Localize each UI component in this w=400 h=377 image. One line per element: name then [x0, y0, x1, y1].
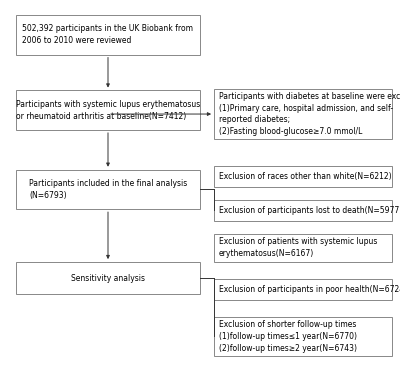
- Text: Exclusion of participants lost to death(N=5977): Exclusion of participants lost to death(…: [219, 206, 400, 215]
- FancyBboxPatch shape: [214, 234, 392, 262]
- Text: Exclusion of shorter follow-up times
(1)follow-up times≤1 year(N=6770)
(2)follow: Exclusion of shorter follow-up times (1)…: [219, 320, 357, 353]
- FancyBboxPatch shape: [16, 262, 200, 294]
- FancyBboxPatch shape: [214, 200, 392, 221]
- Text: Exclusion of patients with systemic lupus
erythematosus(N=6167): Exclusion of patients with systemic lupu…: [219, 238, 377, 258]
- Text: Sensitivity analysis: Sensitivity analysis: [71, 274, 145, 282]
- FancyBboxPatch shape: [16, 15, 200, 55]
- Text: Exclusion of races other than white(N=6212): Exclusion of races other than white(N=62…: [219, 172, 392, 181]
- Text: Participants with systemic lupus erythematosus
or rheumatoid arthritis at baseli: Participants with systemic lupus erythem…: [16, 100, 200, 121]
- FancyBboxPatch shape: [16, 90, 200, 130]
- FancyBboxPatch shape: [214, 317, 392, 356]
- Text: Participants included in the final analysis
(N=6793): Participants included in the final analy…: [29, 179, 187, 200]
- FancyBboxPatch shape: [214, 166, 392, 187]
- FancyBboxPatch shape: [214, 89, 392, 139]
- FancyBboxPatch shape: [16, 170, 200, 209]
- FancyBboxPatch shape: [214, 279, 392, 300]
- Text: Exclusion of participants in poor health(N=6724): Exclusion of participants in poor health…: [219, 285, 400, 294]
- Text: Participants with diabetes at baseline were excluded:
(1)Primary care, hospital : Participants with diabetes at baseline w…: [219, 92, 400, 136]
- Text: 502,392 participants in the UK Biobank from
2006 to 2010 were reviewed: 502,392 participants in the UK Biobank f…: [22, 25, 194, 45]
